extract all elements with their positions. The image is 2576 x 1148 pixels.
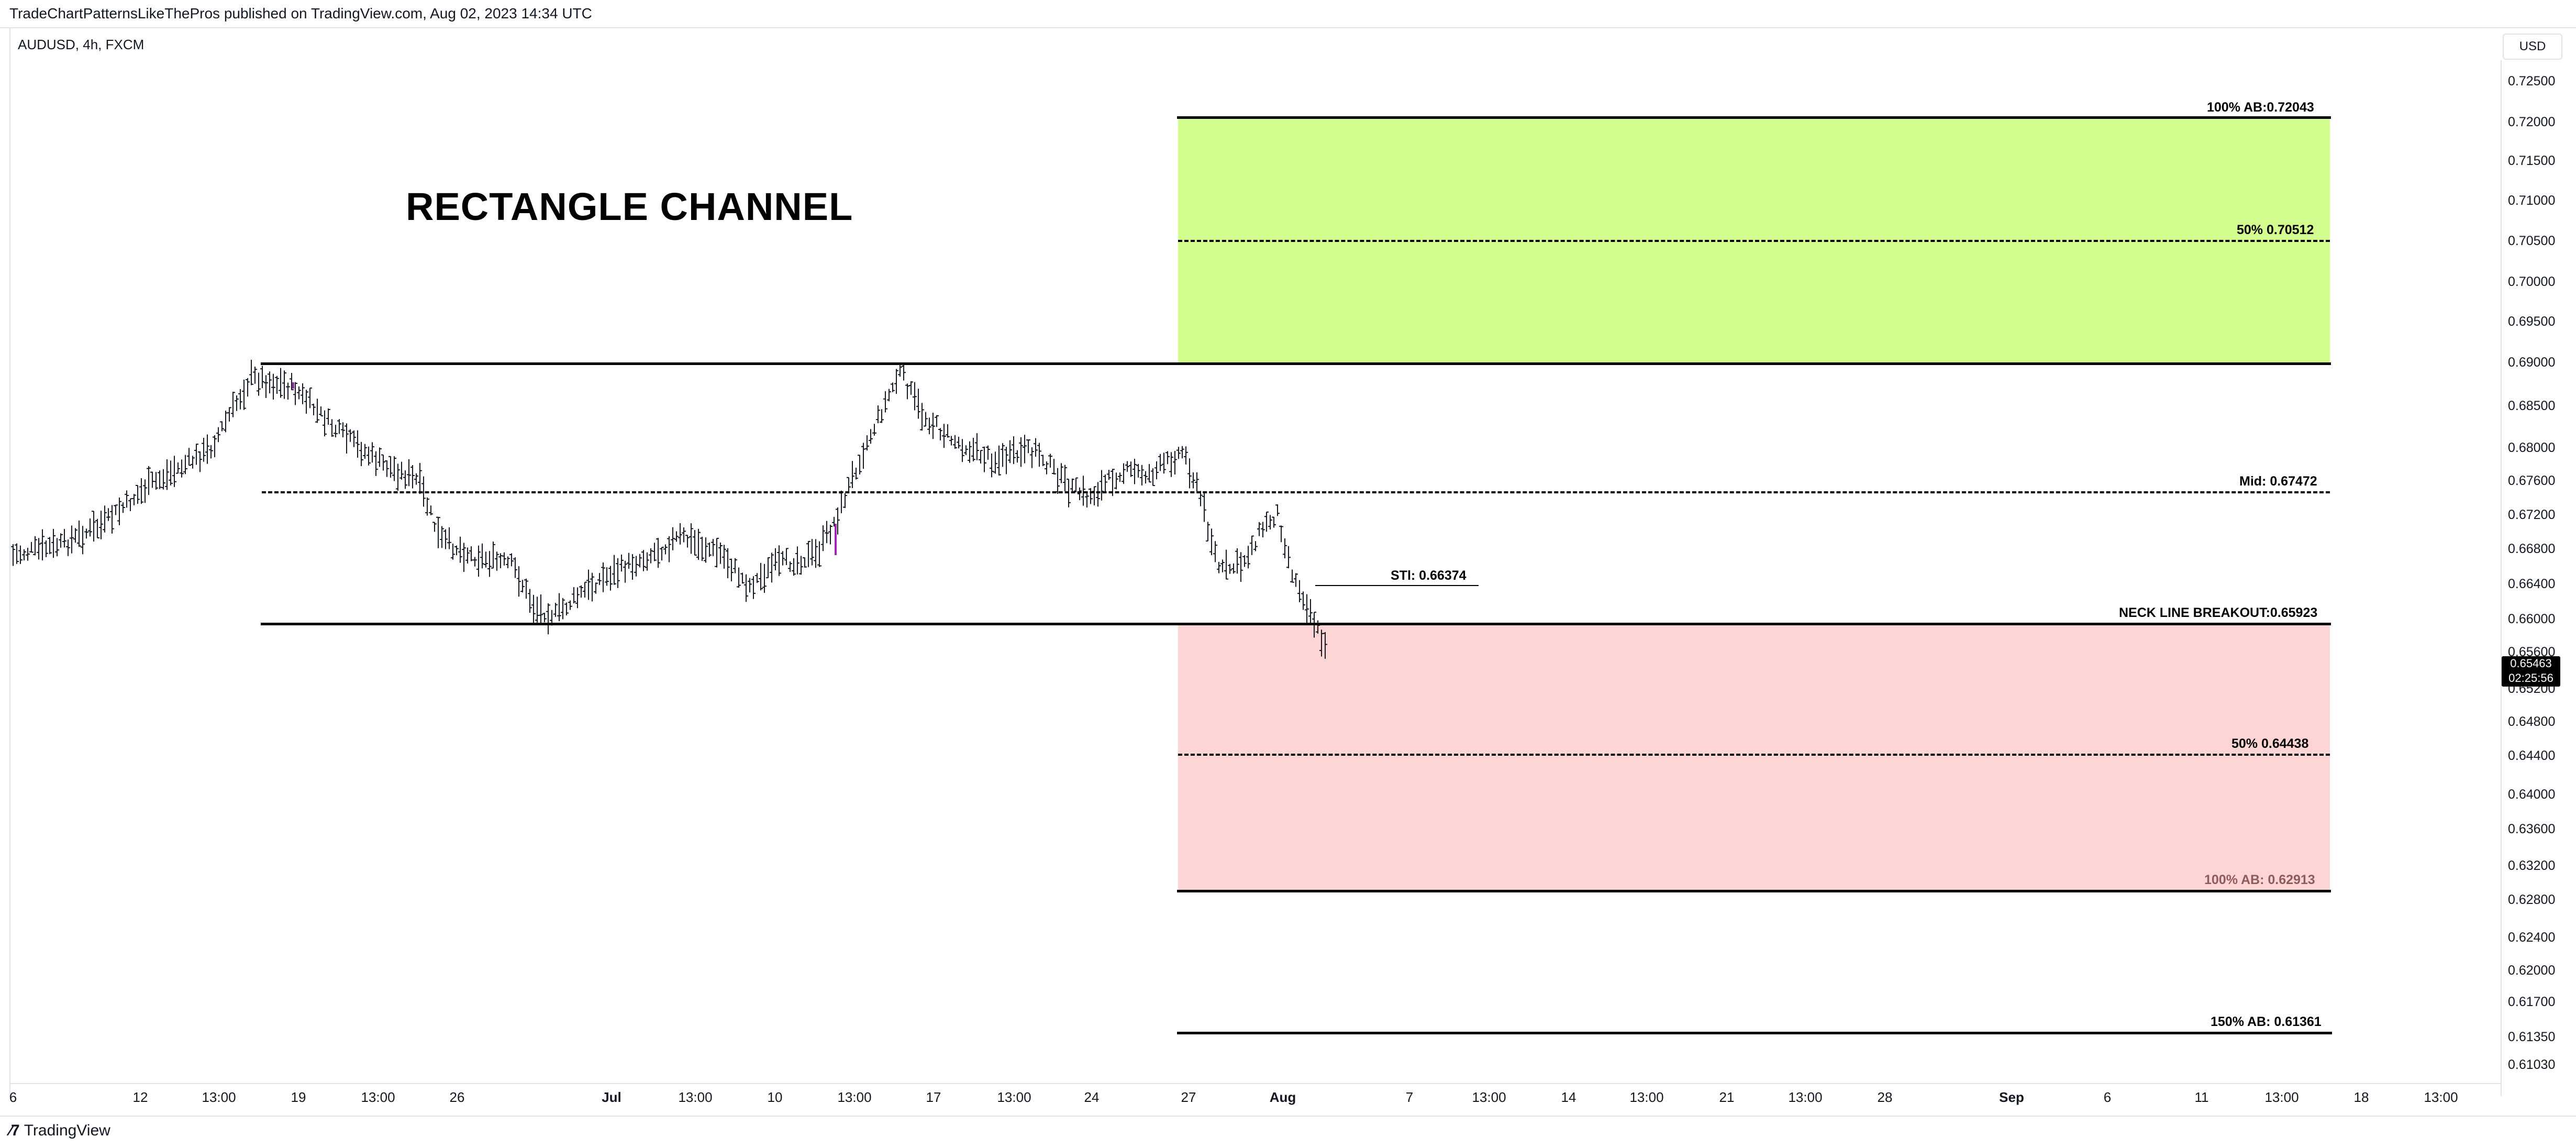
publish-header: TradeChartPatternsLikeThePros published … — [9, 5, 592, 21]
price-tick-label: 0.62800 — [2508, 892, 2556, 907]
time-axis-border — [10, 1083, 2501, 1084]
time-tick-label: 27 — [1181, 1089, 1196, 1105]
price-tick-label: 0.61700 — [2508, 995, 2556, 1009]
time-tick-label: 24 — [1084, 1089, 1100, 1105]
time-tick-label: 6 — [9, 1089, 17, 1105]
price-tick-label: 0.68500 — [2508, 399, 2556, 413]
price-tick-label: 0.66800 — [2508, 542, 2556, 556]
time-tick-label: 13:00 — [2264, 1089, 2299, 1105]
time-tick-label: 21 — [1719, 1089, 1735, 1105]
time-tick-label: 13:00 — [1472, 1089, 1506, 1105]
currency-button[interactable]: USD — [2503, 34, 2562, 60]
target-50-label: 50% 0.70512 — [2237, 223, 2314, 237]
price-tick-label: 0.69500 — [2508, 314, 2556, 329]
price-tick-label: 0.61350 — [2508, 1030, 2556, 1044]
down-100-line[interactable] — [1177, 890, 2331, 892]
time-tick-label: 14 — [1561, 1089, 1576, 1105]
time-tick-label: Aug — [1269, 1089, 1296, 1105]
down-150-label: 150% AB: 0.61361 — [2211, 1014, 2322, 1029]
target-100-label: 100% AB:0.72043 — [2207, 100, 2314, 115]
target-50-line[interactable] — [1178, 240, 2330, 242]
price-tick-label: 0.68000 — [2508, 440, 2556, 455]
chart-title: RECTANGLE CHANNEL — [406, 185, 853, 228]
down-50-line[interactable] — [1178, 754, 2330, 756]
price-tick-label: 0.69000 — [2508, 355, 2556, 370]
symbol-legend[interactable]: AUDUSD, 4h, FXCM — [18, 37, 145, 52]
price-tick-label: 0.72000 — [2508, 115, 2556, 129]
neckline-line[interactable] — [261, 623, 2331, 625]
channel-mid-line[interactable] — [262, 491, 2330, 493]
time-tick-label: 10 — [767, 1089, 783, 1105]
left-divider — [9, 28, 10, 1097]
time-tick-label: 13:00 — [2424, 1089, 2458, 1105]
time-tick-label: 18 — [2353, 1089, 2369, 1105]
price-axis-border — [2501, 60, 2502, 1096]
time-tick-label: Jul — [602, 1089, 621, 1105]
price-tick-label: 0.71000 — [2508, 193, 2556, 208]
brand-name: TradingView — [24, 1122, 110, 1139]
price-tick-label: 0.63200 — [2508, 858, 2556, 873]
time-tick-label: 26 — [449, 1089, 465, 1105]
neckline-label: NECK LINE BREAKOUT:0.65923 — [2119, 605, 2318, 620]
time-tick-label: 6 — [2103, 1089, 2112, 1105]
channel-top-line[interactable] — [261, 362, 2331, 365]
time-tick-label: 13:00 — [837, 1089, 872, 1105]
stop-loss-zone[interactable] — [1178, 624, 2330, 891]
price-tick-label: 0.67200 — [2508, 507, 2556, 522]
price-tick-label: 0.70500 — [2508, 234, 2556, 248]
stl-line[interactable] — [1315, 585, 1479, 586]
price-tick-label: 0.62000 — [2508, 963, 2556, 978]
down-100-label: 100% AB: 0.62913 — [2204, 873, 2315, 887]
price-tick-label: 0.66400 — [2508, 577, 2556, 591]
time-tick-label: 28 — [1877, 1089, 1893, 1105]
mid-label: Mid: 0.67472 — [2239, 474, 2317, 489]
price-tick-label: 0.70000 — [2508, 274, 2556, 289]
price-tick-label: 0.61030 — [2508, 1057, 2556, 1072]
time-tick-label: 13:00 — [1629, 1089, 1664, 1105]
price-tick-label: 0.72500 — [2508, 74, 2556, 89]
price-tick-label: 0.64400 — [2508, 748, 2556, 763]
time-tick-label: 13:00 — [202, 1089, 236, 1105]
stl-label: STl: 0.66374 — [1391, 568, 1467, 583]
time-tick-label: 7 — [1405, 1089, 1414, 1105]
price-tick-label: 0.71500 — [2508, 153, 2556, 168]
time-tick-label: 19 — [291, 1089, 306, 1105]
target-100-line[interactable] — [1177, 116, 2331, 119]
bar-countdown: 02:25:56 — [2508, 671, 2553, 685]
last-price-tag: 0.65463 02:25:56 — [2502, 656, 2560, 687]
tradingview-brand[interactable]: ⁄7 TradingView — [9, 1122, 110, 1140]
time-tick-label: 13:00 — [361, 1089, 395, 1105]
time-tick-label: 13:00 — [997, 1089, 1031, 1105]
time-tick-label: 12 — [132, 1089, 148, 1105]
price-tick-label: 0.63600 — [2508, 822, 2556, 836]
time-tick-label: Sep — [1999, 1089, 2024, 1105]
time-tick-label: 17 — [926, 1089, 941, 1105]
top-divider — [0, 27, 2576, 28]
down-50-label: 50% 0.64438 — [2231, 736, 2309, 751]
time-tick-label: 13:00 — [1788, 1089, 1823, 1105]
down-150-line[interactable] — [1177, 1032, 2332, 1034]
time-tick-label: 11 — [2194, 1089, 2209, 1105]
price-tick-label: 0.66000 — [2508, 612, 2556, 626]
price-tick-label: 0.64800 — [2508, 714, 2556, 729]
bottom-divider — [0, 1116, 2576, 1117]
price-tick-label: 0.67600 — [2508, 473, 2556, 488]
tradingview-logo-icon: ⁄7 — [9, 1122, 20, 1139]
last-price: 0.65463 — [2510, 657, 2552, 670]
price-tick-label: 0.64000 — [2508, 787, 2556, 802]
price-tick-label: 0.62400 — [2508, 930, 2556, 945]
time-tick-label: 13:00 — [678, 1089, 713, 1105]
